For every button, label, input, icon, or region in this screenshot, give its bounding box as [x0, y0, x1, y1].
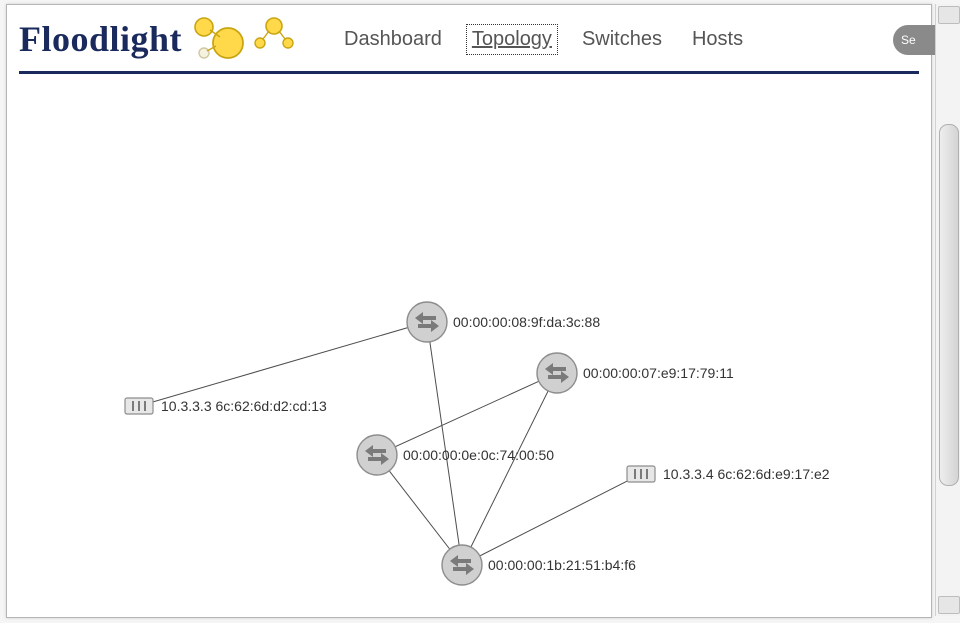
nav: Dashboard Topology Switches Hosts [338, 24, 749, 55]
nav-hosts[interactable]: Hosts [686, 24, 749, 55]
switch-label: 00:00:00:1b:21:51:b4:f6 [488, 557, 636, 573]
scroll-up-button[interactable] [938, 6, 960, 24]
app-window: Floodlight Dashboard Topology Switches H… [6, 4, 932, 618]
topology-edge [462, 474, 641, 565]
scrollbar-thumb[interactable] [939, 124, 959, 486]
switch-node[interactable] [442, 545, 482, 585]
brand-icon [190, 13, 310, 65]
topology-edge [427, 322, 462, 565]
topology-edge [139, 322, 427, 406]
topology-edge [377, 373, 557, 455]
search-input[interactable]: Se [893, 25, 937, 55]
nav-topology[interactable]: Topology [466, 24, 558, 55]
host-label: 10.3.3.4 6c:62:6d:e9:17:e2 [663, 466, 830, 482]
nav-switches[interactable]: Switches [576, 24, 668, 55]
scroll-down-button[interactable] [938, 596, 960, 614]
nav-dashboard[interactable]: Dashboard [338, 24, 448, 55]
scrollbar-track[interactable] [935, 4, 960, 616]
host-node[interactable] [627, 466, 655, 482]
topology-edge [377, 455, 462, 565]
topology-edge [462, 373, 557, 565]
switch-label: 00:00:00:0e:0c:74:00:50 [403, 447, 554, 463]
switch-label: 00:00:00:08:9f:da:3c:88 [453, 314, 600, 330]
host-label: 10.3.3.3 6c:62:6d:d2:cd:13 [161, 398, 327, 414]
header-rule [19, 71, 919, 74]
switch-node[interactable] [407, 302, 447, 342]
topology-canvas[interactable]: 00:00:00:08:9f:da:3c:88 00:00:00:07:e9:17… [7, 85, 931, 615]
switch-label: 00:00:00:07:e9:17:79:11 [583, 365, 734, 381]
switch-node[interactable] [357, 435, 397, 475]
header: Floodlight Dashboard Topology Switches H… [7, 5, 931, 65]
brand-name: Floodlight [19, 18, 182, 60]
switch-node[interactable] [537, 353, 577, 393]
host-node[interactable] [125, 398, 153, 414]
